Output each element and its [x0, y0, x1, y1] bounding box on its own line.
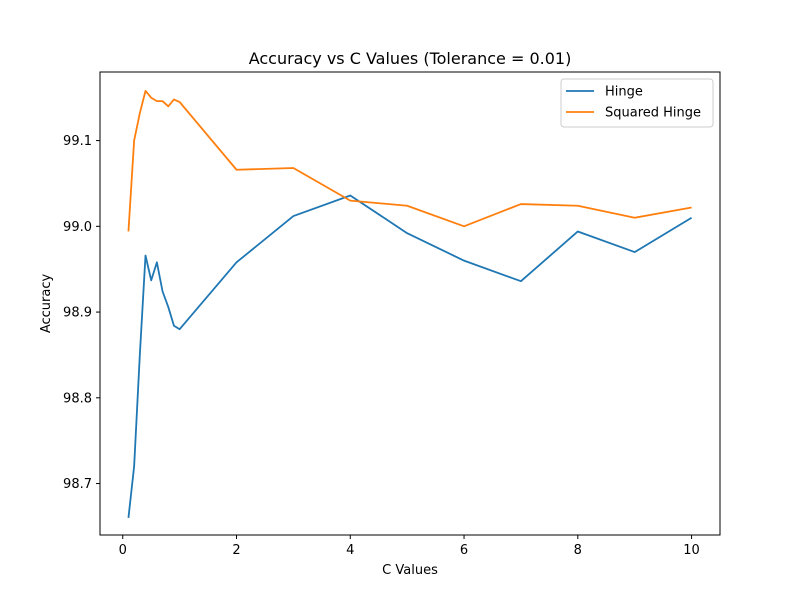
x-axis-label: C Values [382, 563, 438, 578]
y-axis-ticks: 98.7 98.8 98.9 99.0 99.1 [63, 134, 100, 492]
legend-label: Hinge [605, 85, 643, 100]
series-line-squared-hinge [127, 89, 692, 232]
x-tick-label: 6 [460, 543, 468, 558]
legend-label: Squared Hinge [605, 106, 701, 121]
y-tick-label: 98.8 [63, 391, 92, 406]
x-tick-label: 4 [346, 543, 354, 558]
legend-box [560, 78, 714, 128]
x-tick-label: 10 [683, 543, 700, 558]
axes-frame [99, 71, 721, 536]
y-tick-label: 98.7 [63, 477, 92, 492]
y-tick-label: 99.0 [63, 220, 92, 235]
legend: Hinge Squared Hinge [560, 78, 714, 128]
chart-title: Accuracy vs C Values (Tolerance = 0.01) [249, 49, 572, 68]
x-tick-label: 0 [119, 543, 127, 558]
y-tick-label: 99.1 [63, 134, 92, 149]
x-axis-ticks: 0 2 4 6 8 10 [119, 535, 700, 558]
y-tick-label: 98.9 [63, 306, 92, 321]
plot-area [127, 89, 693, 518]
series-line-hinge [127, 194, 693, 518]
x-tick-label: 2 [232, 543, 240, 558]
x-tick-label: 8 [574, 543, 582, 558]
y-axis-label: Accuracy [39, 274, 54, 334]
